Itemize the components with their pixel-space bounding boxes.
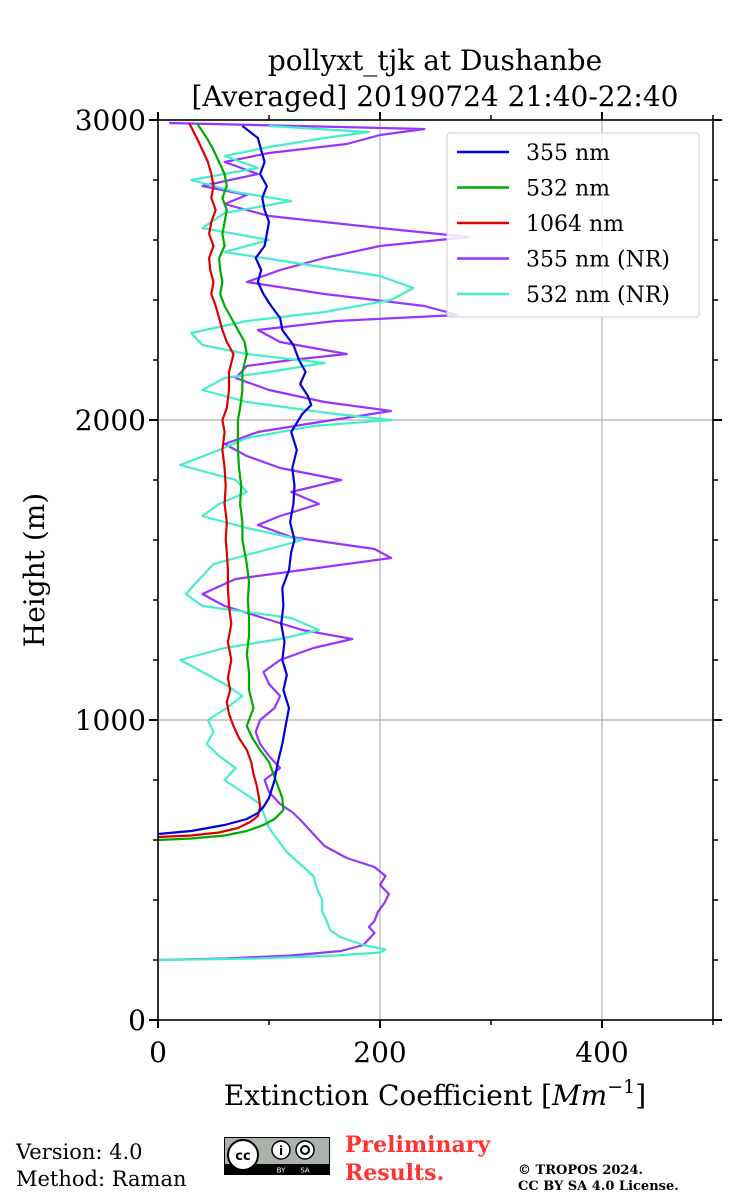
copyright-notice: © TROPOS 2024. CC BY SA 4.0 License. [518,1163,679,1195]
series-line-1064-nm [158,122,262,839]
chart-title-line2: [Averaged] 20190724 21:40-22:40 [192,80,679,113]
y-tick-label: 2000 [75,404,146,437]
x-tick-label: 200 [353,1036,406,1069]
x-tick-label: 0 [149,1036,167,1069]
cc-by-label: BY [277,1167,286,1175]
chart-title-line1: pollyxt_tjk at Dushanbe [268,44,602,77]
preliminary-line2: Results. [345,1160,445,1186]
cc-sa-label: SA [300,1167,310,1175]
series-layer [158,121,470,962]
y-tick-label: 0 [128,1004,146,1037]
version-info: Version: 4.0 Method: Raman [16,1139,187,1193]
by-icon-glyph: i [279,1144,283,1158]
y-axis-label: Height (m) [18,493,51,647]
by-icon [271,1140,291,1160]
series-line-532-nm-nr [158,124,415,962]
method-text: Method: Raman [16,1167,187,1191]
legend-label: 355 nm (NR) [526,248,670,273]
sa-icon [295,1140,315,1160]
preliminary-notice: Preliminary Results. [345,1131,490,1187]
preliminary-line1: Preliminary [345,1132,491,1158]
copyright-line1: © TROPOS 2024. [518,1163,644,1178]
x-tick-label: 400 [575,1036,628,1069]
copyright-line2: CC BY SA 4.0 License. [518,1179,679,1194]
cc-icon-text: cc [235,1149,250,1164]
series-line-355-nm-nr [158,121,470,962]
plot-frame [157,119,714,1021]
legend-label: 532 nm [526,177,610,202]
axis-ticks: 0 200 400 0 1000 2000 3000 [75,104,722,1069]
cc-badge-strip [225,1164,329,1174]
sa-icon-inner [300,1145,310,1155]
cc-license-badge: cc i BY SA [224,1137,330,1175]
cc-icon [227,1139,259,1171]
y-tick-label: 1000 [75,704,146,737]
legend: 355 nm 532 nm 1064 nm 355 nm (NR) 532 nm (NR… [446,132,700,318]
legend-label: 1064 nm [526,212,624,237]
version-text: Version: 4.0 [16,1140,143,1164]
series-line-532-nm [158,122,285,842]
legend-label: 532 nm (NR) [526,283,670,308]
series-line-355-nm [158,125,313,836]
legend-box [446,132,700,318]
x-axis-label: Extinction Coefficient [Mm−1] [224,1076,646,1112]
y-tick-label: 3000 [75,104,146,137]
legend-label: 355 nm [526,141,610,166]
